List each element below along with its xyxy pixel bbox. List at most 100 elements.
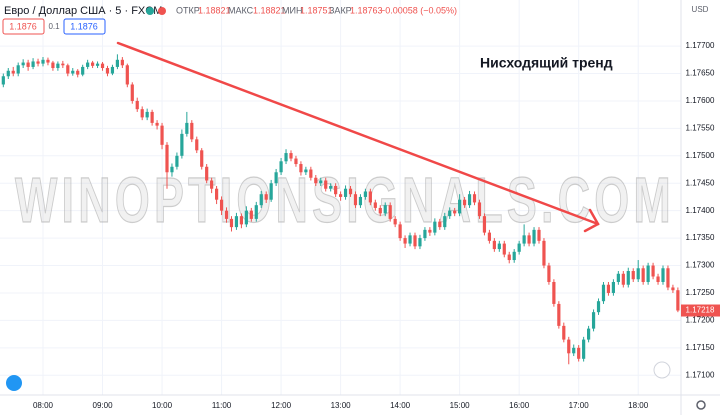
x-tick-label: 18:00 [628,401,649,410]
candle-body [348,188,353,195]
trend-line [116,41,600,233]
candle-body [190,122,194,140]
y-tick-label: 1.17650 [686,69,715,78]
candle-body [358,196,363,206]
buy-price[interactable]: 1.1876 [70,21,98,31]
x-tick-label: 14:00 [390,401,411,410]
candle-body [26,62,30,67]
y-tick-label: 1.17400 [686,206,715,215]
candle-body [611,281,615,293]
candle-body [373,202,377,208]
candle-body [145,111,149,118]
candle-body [324,180,328,189]
candle-body [150,111,154,123]
watermark: WINOPTIONSIGNALS.COM [15,164,675,236]
scroll-button[interactable] [653,361,671,379]
candle-body [621,273,625,285]
x-tick-label: 16:00 [509,401,530,410]
candle-body [175,155,179,167]
candle-body [403,238,407,244]
candle-body [671,287,675,291]
candle-body [165,144,169,173]
y-tick-label: 1.17200 [686,315,715,324]
candle-body [418,238,422,247]
spread: 0.1 [48,22,60,31]
candle-body [329,185,333,189]
buy-button[interactable] [63,18,106,35]
close-label: ЗАКР [329,5,352,15]
candle-body [185,122,189,134]
candle-body [368,191,372,203]
candle-body [532,229,536,244]
candle-body [259,194,263,206]
candle-body [195,139,199,151]
candle-body [334,185,338,195]
candle-body [210,180,214,189]
candle-body [31,61,35,67]
candle-body [234,216,239,228]
candle-body [224,210,229,219]
candle-body [557,303,561,326]
candle-body [517,243,521,252]
candle-body [86,62,90,67]
x-tick-label: 08:00 [33,401,54,410]
candle-body [512,251,516,261]
candle-body [244,210,248,225]
candle-body [393,218,397,225]
candle-body [110,66,115,74]
logo [6,375,22,391]
high-value: 1.18821 [253,5,286,15]
candle-body [522,235,526,244]
candle-body [542,240,546,266]
candle-body [453,210,457,214]
candle-body [626,271,630,285]
settings-icon[interactable] [696,400,706,410]
candle-body [21,62,25,66]
sell-button[interactable] [2,18,45,35]
x-tick-label: 09:00 [93,401,114,410]
candle-body [180,133,184,156]
candle-body [274,172,278,184]
y-tick-label: 1.17150 [686,343,715,352]
candle-body [56,63,60,69]
candle-body [448,210,452,217]
candle-body [91,62,95,66]
y-tick-label: 1.17350 [686,233,715,242]
candle-body [507,254,511,261]
candle-body [304,169,308,173]
candle-body [66,65,70,74]
candle-body [676,290,680,311]
x-tick-label: 11:00 [212,401,232,410]
candle-body [438,221,442,228]
candle-body [229,218,234,228]
candle-body [170,166,174,173]
candle-body [383,205,387,214]
candle-body [636,268,640,280]
candle-body [279,161,283,173]
change: −0.00058 (−0.05%) [380,5,457,15]
candle-body [239,216,243,225]
candle-body [284,153,288,162]
candle-body [71,70,75,74]
candle-body [433,221,437,233]
y-tick-label: 1.17300 [686,261,715,270]
sell-price[interactable]: 1.1876 [9,21,37,31]
candle-body [562,325,566,340]
low-label: МИН [282,5,302,15]
candle-body [140,109,144,118]
candle-body [339,194,343,197]
candle-body [477,202,482,217]
high-label: МАКС [228,5,254,15]
candle-body [81,66,85,75]
candle-body [16,65,20,74]
y-tick-label: 1.17500 [686,151,715,160]
candle-body [269,183,273,200]
status-dot [146,7,154,15]
y-tick-label: 1.17700 [686,41,715,50]
y-tick-label: 1.17250 [686,288,715,297]
candle-body [95,63,100,66]
candle-body [492,240,496,250]
annotation: Нисходящий тренд [480,55,613,71]
candle-body [155,122,159,126]
